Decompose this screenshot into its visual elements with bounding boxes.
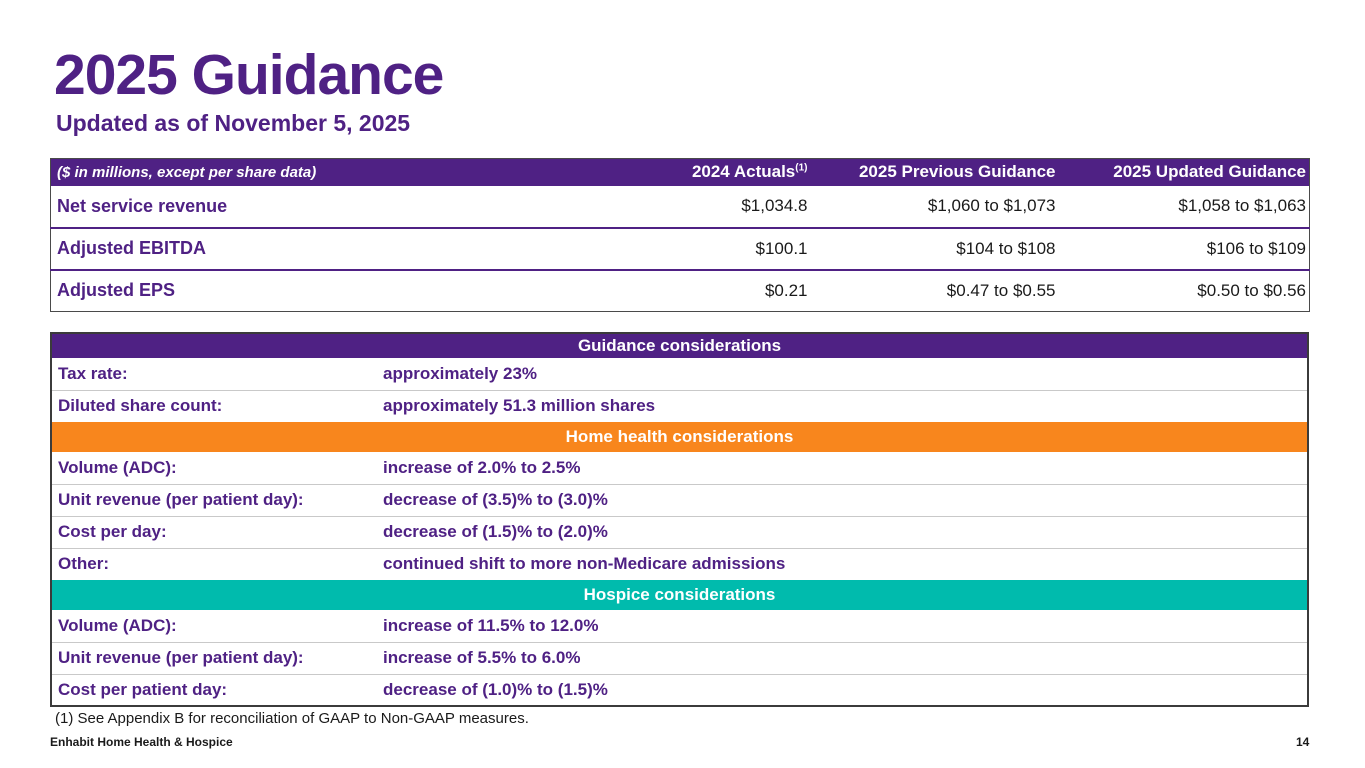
row-label: Unit revenue (per patient day): bbox=[51, 641, 381, 674]
row-value: increase of 11.5% to 12.0% bbox=[381, 610, 1308, 642]
row-value: approximately 23% bbox=[381, 358, 1308, 390]
cell-2025-updated-guidance: $0.50 to $0.56 bbox=[1197, 280, 1306, 300]
row-value: continued shift to more non-Medicare adm… bbox=[381, 547, 1308, 580]
cell-2025-updated-guidance: $1,058 to $1,063 bbox=[1178, 196, 1306, 215]
table-row: Net service revenue $1,034.8 $1,060 to $… bbox=[50, 185, 1310, 228]
cell-2024-actuals: $0.21 bbox=[764, 280, 808, 300]
table-row: Adjusted EBITDA $100.1 $104 to $108 $106… bbox=[50, 227, 1310, 270]
list-item: Diluted share count: approximately 51.3 … bbox=[51, 389, 1308, 422]
footnote: (1) See Appendix B for reconciliation of… bbox=[55, 710, 529, 727]
cell-2025-previous-guidance: $1,060 to $1,073 bbox=[927, 196, 1056, 215]
list-item: Tax rate: approximately 23% bbox=[51, 358, 1308, 390]
row-label: Tax rate: bbox=[51, 358, 381, 390]
section-header-label: Hospice considerations bbox=[51, 580, 1308, 610]
list-item: Volume (ADC): increase of 2.0% to 2.5% bbox=[51, 452, 1308, 484]
list-item: Cost per day: decrease of (1.5)% to (2.0… bbox=[51, 515, 1308, 548]
guidance-table: ($ in millions, except per share data) 2… bbox=[50, 158, 1310, 312]
cell-2024-actuals: $100.1 bbox=[755, 238, 808, 258]
row-label: Net service revenue bbox=[57, 195, 228, 216]
cell-2025-previous-guidance: $104 to $108 bbox=[956, 238, 1056, 258]
list-item: Other: continued shift to more non-Medic… bbox=[51, 547, 1308, 580]
section-header-home-health-considerations: Home health considerations bbox=[51, 422, 1308, 452]
list-item: Volume (ADC): increase of 11.5% to 12.0% bbox=[51, 610, 1308, 642]
page-title: 2025 Guidance bbox=[54, 43, 444, 107]
column-header-2025-updated-guidance: 2025 Updated Guidance bbox=[1113, 162, 1306, 182]
cell-2024-actuals: $1,034.8 bbox=[741, 196, 808, 215]
row-label: Cost per day: bbox=[51, 515, 381, 548]
footer-company-name: Enhabit Home Health & Hospice bbox=[50, 735, 233, 749]
units-note: ($ in millions, except per share data) bbox=[57, 163, 317, 181]
list-item: Cost per patient day: decrease of (1.0)%… bbox=[51, 673, 1308, 706]
row-label: Other: bbox=[51, 547, 381, 580]
row-label: Adjusted EPS bbox=[57, 280, 176, 301]
column-header-2025-previous-guidance: 2025 Previous Guidance bbox=[858, 162, 1056, 182]
row-value: approximately 51.3 million shares bbox=[381, 389, 1308, 422]
row-label: Unit revenue (per patient day): bbox=[51, 483, 381, 516]
list-item: Unit revenue (per patient day): decrease… bbox=[51, 483, 1308, 516]
row-label: Volume (ADC): bbox=[51, 610, 381, 642]
section-header-guidance-considerations: Guidance considerations bbox=[51, 333, 1308, 358]
guidance-table-header-row: ($ in millions, except per share data) 2… bbox=[50, 158, 1310, 186]
row-label: Diluted share count: bbox=[51, 389, 381, 422]
section-header-hospice-considerations: Hospice considerations bbox=[51, 580, 1308, 610]
cell-2025-updated-guidance: $106 to $109 bbox=[1206, 238, 1306, 258]
footnote-reference: (1) bbox=[795, 162, 808, 174]
row-value: decrease of (1.0)% to (1.5)% bbox=[381, 673, 1308, 706]
page-number: 14 bbox=[1296, 735, 1310, 749]
column-header-label: 2024 Actuals bbox=[691, 162, 796, 182]
row-value: decrease of (3.5)% to (3.0)% bbox=[381, 483, 1308, 516]
row-value: increase of 5.5% to 6.0% bbox=[381, 641, 1308, 674]
section-header-label: Home health considerations bbox=[51, 422, 1308, 452]
row-label: Volume (ADC): bbox=[51, 452, 381, 484]
page-subtitle: Updated as of November 5, 2025 bbox=[56, 110, 411, 136]
row-value: decrease of (1.5)% to (2.0)% bbox=[381, 515, 1308, 548]
cell-2025-previous-guidance: $0.47 to $0.55 bbox=[946, 280, 1056, 300]
considerations-table: Guidance considerations Tax rate: approx… bbox=[50, 332, 1309, 707]
table-row: Adjusted EPS $0.21 $0.47 to $0.55 $0.50 … bbox=[50, 269, 1310, 312]
row-label: Adjusted EBITDA bbox=[57, 238, 207, 258]
section-header-label: Guidance considerations bbox=[51, 333, 1308, 358]
row-label: Cost per patient day: bbox=[51, 673, 381, 706]
list-item: Unit revenue (per patient day): increase… bbox=[51, 641, 1308, 674]
row-value: increase of 2.0% to 2.5% bbox=[381, 452, 1308, 484]
column-header-2024-actuals: 2024 Actuals(1) bbox=[616, 159, 811, 186]
